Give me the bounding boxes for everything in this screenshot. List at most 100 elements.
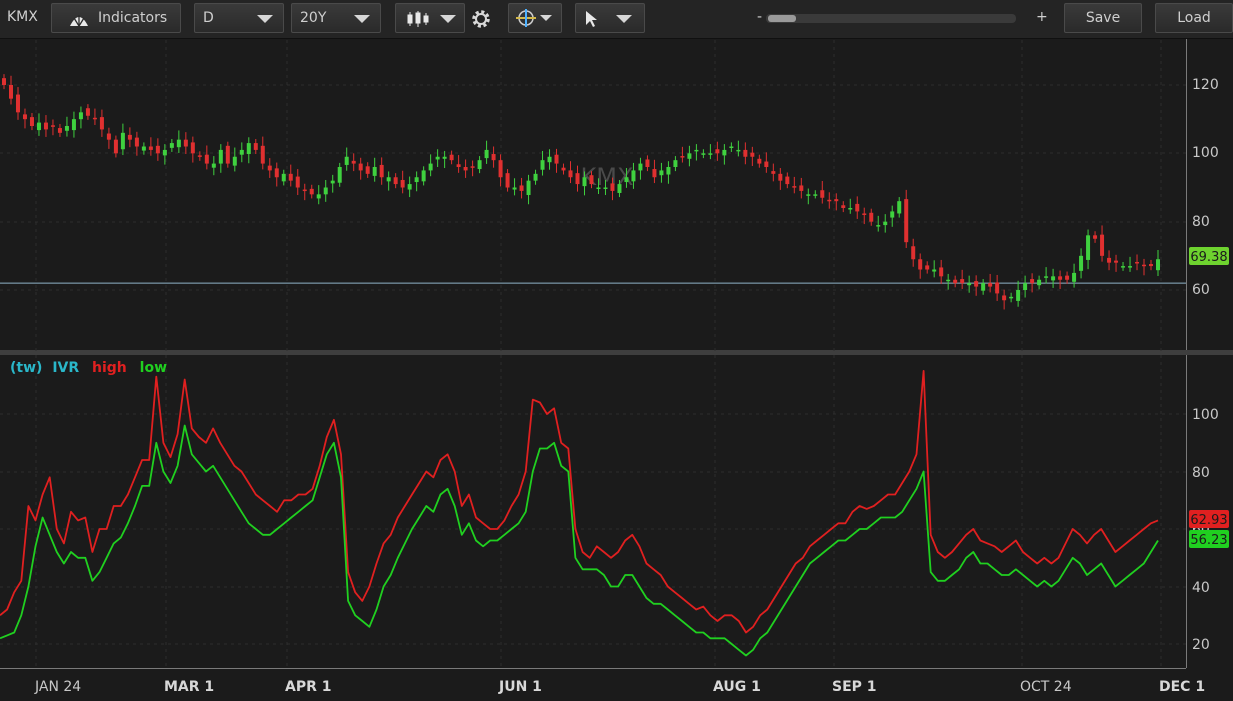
candle-body [1072,272,1077,282]
candle-body [596,187,601,189]
candle-body [778,173,783,181]
candle-body [1044,276,1049,278]
candle-body [407,184,412,190]
candle-body [1016,290,1021,301]
time-tick-label: APR 1 [285,679,332,695]
ivr-high-badge: 62.93 [1189,510,1229,528]
chart-area[interactable]: KMX 120 100 80 60 69.38 (tw) IVR high lo… [0,39,1233,701]
candle-body [281,173,286,182]
candle-body [141,146,146,151]
candle-body [435,156,440,160]
candle-body [428,163,433,171]
candle-body [862,213,867,215]
zoom-in-button[interactable]: + [1036,9,1048,25]
time-tick-label: SEP 1 [832,679,877,695]
time-tick-label: OCT 24 [1020,679,1072,695]
candle-body [519,185,524,191]
crosshair-icon [516,9,536,27]
candle-body [1009,296,1014,299]
zoom-slider[interactable] [766,14,1016,23]
candle-body [85,108,90,116]
symbol-label[interactable]: KMX [7,9,38,25]
drawing-tools-dropdown[interactable] [508,3,562,33]
candle-body [764,161,769,167]
candle-body [393,177,398,185]
candle-body [911,246,916,260]
candle-body [134,137,139,147]
candle-body [442,156,447,159]
zoom-out-button[interactable]: - [757,9,763,25]
time-axis: JAN 24 MAR 1 APR 1 JUN 1 AUG 1 SEP 1 OCT… [34,679,1205,695]
candle-body [99,117,104,130]
price-tick-label: 60 [1192,282,1210,298]
candle-body [540,160,545,170]
save-button-label: Save [1085,10,1121,26]
candle-body [155,145,160,154]
candle-body [2,78,6,85]
chart-style-dropdown[interactable] [395,3,465,33]
ivr-tick-label: 100 [1192,407,1219,423]
candle-body [484,149,489,159]
candle-body [757,158,762,164]
candle-body [302,189,307,192]
candle-body [309,188,314,195]
chart-watermark: KMX [581,163,634,191]
indicators-icon [70,15,88,27]
candle-body [610,183,615,191]
candle-body [652,169,657,178]
candle-body [939,267,944,277]
candle-body [834,199,839,202]
aggregation-dropdown[interactable]: D [194,3,284,33]
candle-body [330,180,335,184]
candle-body [8,85,13,99]
candle-body [806,194,811,196]
panel-divider[interactable] [0,350,1233,355]
candle-body [1058,276,1063,280]
legend-prefix: (tw) [10,360,42,376]
indicators-button[interactable]: Indicators [51,3,181,33]
candle-body [904,199,909,243]
price-tick-label: 80 [1192,214,1210,230]
candle-body [624,177,629,183]
chevron-down-icon [354,15,370,23]
candle-body [785,176,790,185]
candle-body [883,221,888,226]
candle-body [386,177,391,182]
candle-body [995,282,1000,294]
load-button[interactable]: Load [1155,3,1233,33]
save-button[interactable]: Save [1064,3,1142,33]
candlestick-style-icon [407,11,429,27]
gear-icon[interactable] [470,8,492,30]
cursor-dropdown[interactable] [575,3,645,33]
candle-body [890,211,895,218]
candle-body [148,146,153,150]
timeframe-value: 20Y [300,10,327,26]
candle-body [1002,295,1007,301]
candle-body [351,160,356,164]
last-price-badge: 69.38 [1189,247,1229,265]
candle-body [729,146,734,148]
zoom-slider-thumb[interactable] [768,15,796,22]
candle-body [505,173,510,188]
candle-body [1051,276,1056,281]
candle-body [631,170,636,182]
ivr-lines [0,369,1159,657]
candle-body [15,94,20,113]
candle-body [365,166,370,174]
candle-body [526,180,531,196]
ivr-legend: (tw) IVR high low [10,360,167,376]
candle-body [603,187,608,189]
candle-body [344,156,349,165]
time-tick-label: DEC 1 [1159,679,1205,695]
candle-body [876,225,881,227]
candle-body [106,133,111,140]
candle-body [673,160,678,167]
timeframe-dropdown[interactable]: 20Y [291,3,381,33]
candle-body [57,128,62,133]
time-tick-label: JUN 1 [498,679,542,695]
candle-body [71,119,76,131]
candle-body [225,145,230,164]
candle-body [232,156,237,166]
ivr-tick-label: 20 [1192,637,1210,653]
time-tick-label: AUG 1 [713,679,761,695]
